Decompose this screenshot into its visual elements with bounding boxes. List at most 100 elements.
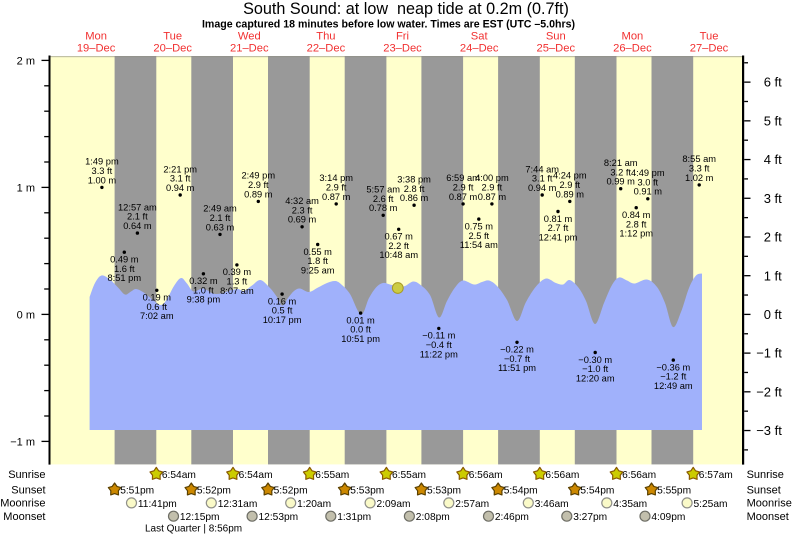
svg-text:−1.0 ft: −1.0 ft [582, 364, 609, 374]
svg-text:4:32 am: 4:32 am [285, 196, 319, 206]
svg-text:8:07 am: 8:07 am [220, 286, 254, 296]
svg-text:1:12 pm: 1:12 pm [619, 229, 653, 239]
svg-text:5:53pm: 5:53pm [350, 486, 384, 497]
svg-text:12:53pm: 12:53pm [259, 512, 299, 523]
svg-text:6:56am: 6:56am [469, 470, 503, 481]
svg-text:2.9 ft: 2.9 ft [559, 180, 580, 190]
svg-text:0.67 m: 0.67 m [384, 232, 413, 242]
svg-text:8:51 pm: 8:51 pm [108, 273, 142, 283]
svg-text:5:52pm: 5:52pm [197, 486, 231, 497]
svg-text:2:49 am: 2:49 am [203, 204, 237, 214]
svg-text:8:55 am: 8:55 am [682, 154, 716, 164]
svg-text:5:51pm: 5:51pm [120, 486, 154, 497]
svg-text:2.7 ft: 2.7 ft [548, 223, 569, 233]
svg-text:0.49 m: 0.49 m [110, 255, 139, 265]
svg-text:26–Dec: 26–Dec [613, 42, 652, 54]
svg-text:2 m: 2 m [17, 55, 35, 67]
svg-text:1.3 ft: 1.3 ft [227, 277, 248, 287]
svg-text:5:53pm: 5:53pm [427, 486, 461, 497]
svg-text:0.86 m: 0.86 m [400, 193, 429, 203]
svg-text:2.1 ft: 2.1 ft [127, 212, 148, 222]
svg-text:12:49 am: 12:49 am [654, 381, 693, 391]
svg-text:2:21 pm: 2:21 pm [163, 164, 197, 174]
svg-text:0.89 m: 0.89 m [244, 189, 273, 199]
svg-text:0 m: 0 m [17, 309, 35, 321]
svg-text:0.94 m: 0.94 m [528, 183, 557, 193]
svg-text:0.84 m: 0.84 m [622, 210, 651, 220]
svg-text:4:00 pm: 4:00 pm [475, 173, 509, 183]
svg-text:−1.2 ft: −1.2 ft [660, 372, 687, 382]
svg-text:Sun: Sun [546, 31, 566, 43]
svg-text:5:57 am: 5:57 am [366, 185, 400, 195]
svg-text:2 ft: 2 ft [764, 230, 782, 245]
svg-text:6 ft: 6 ft [764, 75, 782, 90]
svg-text:Sunset: Sunset [11, 484, 45, 496]
svg-text:3.2 ft: 3.2 ft [610, 167, 631, 177]
svg-text:−0.30 m: −0.30 m [578, 355, 612, 365]
svg-text:9:25 am: 9:25 am [301, 265, 335, 275]
svg-text:3.3 ft: 3.3 ft [689, 164, 710, 174]
svg-text:−2 ft: −2 ft [756, 384, 782, 399]
svg-text:5:52pm: 5:52pm [274, 486, 308, 497]
svg-text:20–Dec: 20–Dec [153, 42, 192, 54]
svg-text:5:54pm: 5:54pm [504, 486, 538, 497]
svg-text:4:09pm: 4:09pm [651, 512, 685, 523]
svg-text:4:24 pm: 4:24 pm [553, 171, 587, 181]
svg-text:6:54am: 6:54am [239, 470, 273, 481]
svg-text:3.0 ft: 3.0 ft [637, 177, 658, 187]
svg-text:Sunrise: Sunrise [8, 469, 45, 481]
svg-text:10:17 pm: 10:17 pm [263, 315, 302, 325]
svg-text:Sunset: Sunset [747, 484, 781, 496]
svg-text:10:51 pm: 10:51 pm [341, 334, 380, 344]
svg-text:0.99 m: 0.99 m [606, 177, 635, 187]
svg-text:12:41 pm: 12:41 pm [539, 232, 578, 242]
svg-text:0.39 m: 0.39 m [223, 267, 252, 277]
svg-text:22–Dec: 22–Dec [307, 42, 346, 54]
svg-text:11:51 pm: 11:51 pm [498, 363, 536, 373]
svg-text:11:54 am: 11:54 am [460, 240, 498, 250]
svg-text:12:31am: 12:31am [218, 499, 258, 510]
svg-text:−3 ft: −3 ft [756, 423, 782, 438]
svg-text:3.1 ft: 3.1 ft [170, 174, 191, 184]
svg-text:0.89 m: 0.89 m [556, 189, 585, 199]
svg-text:2.8 ft: 2.8 ft [626, 219, 647, 229]
svg-text:21–Dec: 21–Dec [230, 42, 269, 54]
svg-text:6:59 am: 6:59 am [446, 173, 480, 183]
svg-text:Tue: Tue [700, 31, 719, 43]
svg-text:0.81 m: 0.81 m [544, 214, 573, 224]
svg-text:2:46pm: 2:46pm [495, 512, 529, 523]
svg-text:Moonset: Moonset [747, 511, 789, 523]
svg-text:Mon: Mon [622, 31, 644, 43]
svg-text:3.3 ft: 3.3 ft [92, 166, 113, 176]
svg-text:Moonrise: Moonrise [0, 498, 45, 510]
svg-text:3 ft: 3 ft [764, 191, 782, 206]
svg-text:Thu: Thu [316, 31, 335, 43]
svg-text:2.9 ft: 2.9 ft [453, 183, 474, 193]
svg-text:2.8 ft: 2.8 ft [404, 184, 425, 194]
svg-text:11:22 pm: 11:22 pm [420, 349, 458, 359]
svg-text:−1 ft: −1 ft [756, 346, 782, 361]
svg-text:2:49 pm: 2:49 pm [242, 171, 276, 181]
svg-text:Fri: Fri [396, 31, 409, 43]
svg-text:0.94 m: 0.94 m [166, 183, 195, 193]
svg-text:7:44 am: 7:44 am [525, 164, 559, 174]
svg-text:0.16 m: 0.16 m [268, 296, 297, 306]
svg-text:0.91 m: 0.91 m [634, 187, 663, 197]
svg-text:1:31pm: 1:31pm [337, 512, 371, 523]
svg-text:1.00 m: 1.00 m [88, 175, 117, 185]
svg-text:7:02 am: 7:02 am [140, 311, 174, 321]
svg-text:6:56am: 6:56am [545, 470, 579, 481]
svg-text:Last Quarter | 8:56pm: Last Quarter | 8:56pm [145, 524, 242, 535]
svg-text:2.6 ft: 2.6 ft [373, 194, 394, 204]
svg-text:25–Dec: 25–Dec [537, 42, 576, 54]
svg-text:5 ft: 5 ft [764, 113, 782, 128]
svg-text:2.9 ft: 2.9 ft [248, 180, 269, 190]
svg-text:0.69 m: 0.69 m [288, 215, 317, 225]
svg-text:0.87 m: 0.87 m [478, 192, 507, 202]
svg-text:12:20 am: 12:20 am [576, 373, 615, 383]
svg-text:0.64 m: 0.64 m [123, 221, 152, 231]
svg-text:0.0 ft: 0.0 ft [350, 325, 371, 335]
svg-text:South Sound: at low neap tide: South Sound: at low neap tide at 0.2m (0… [243, 0, 569, 18]
svg-text:9:38 pm: 9:38 pm [187, 295, 221, 305]
svg-text:3:38 pm: 3:38 pm [397, 175, 431, 185]
